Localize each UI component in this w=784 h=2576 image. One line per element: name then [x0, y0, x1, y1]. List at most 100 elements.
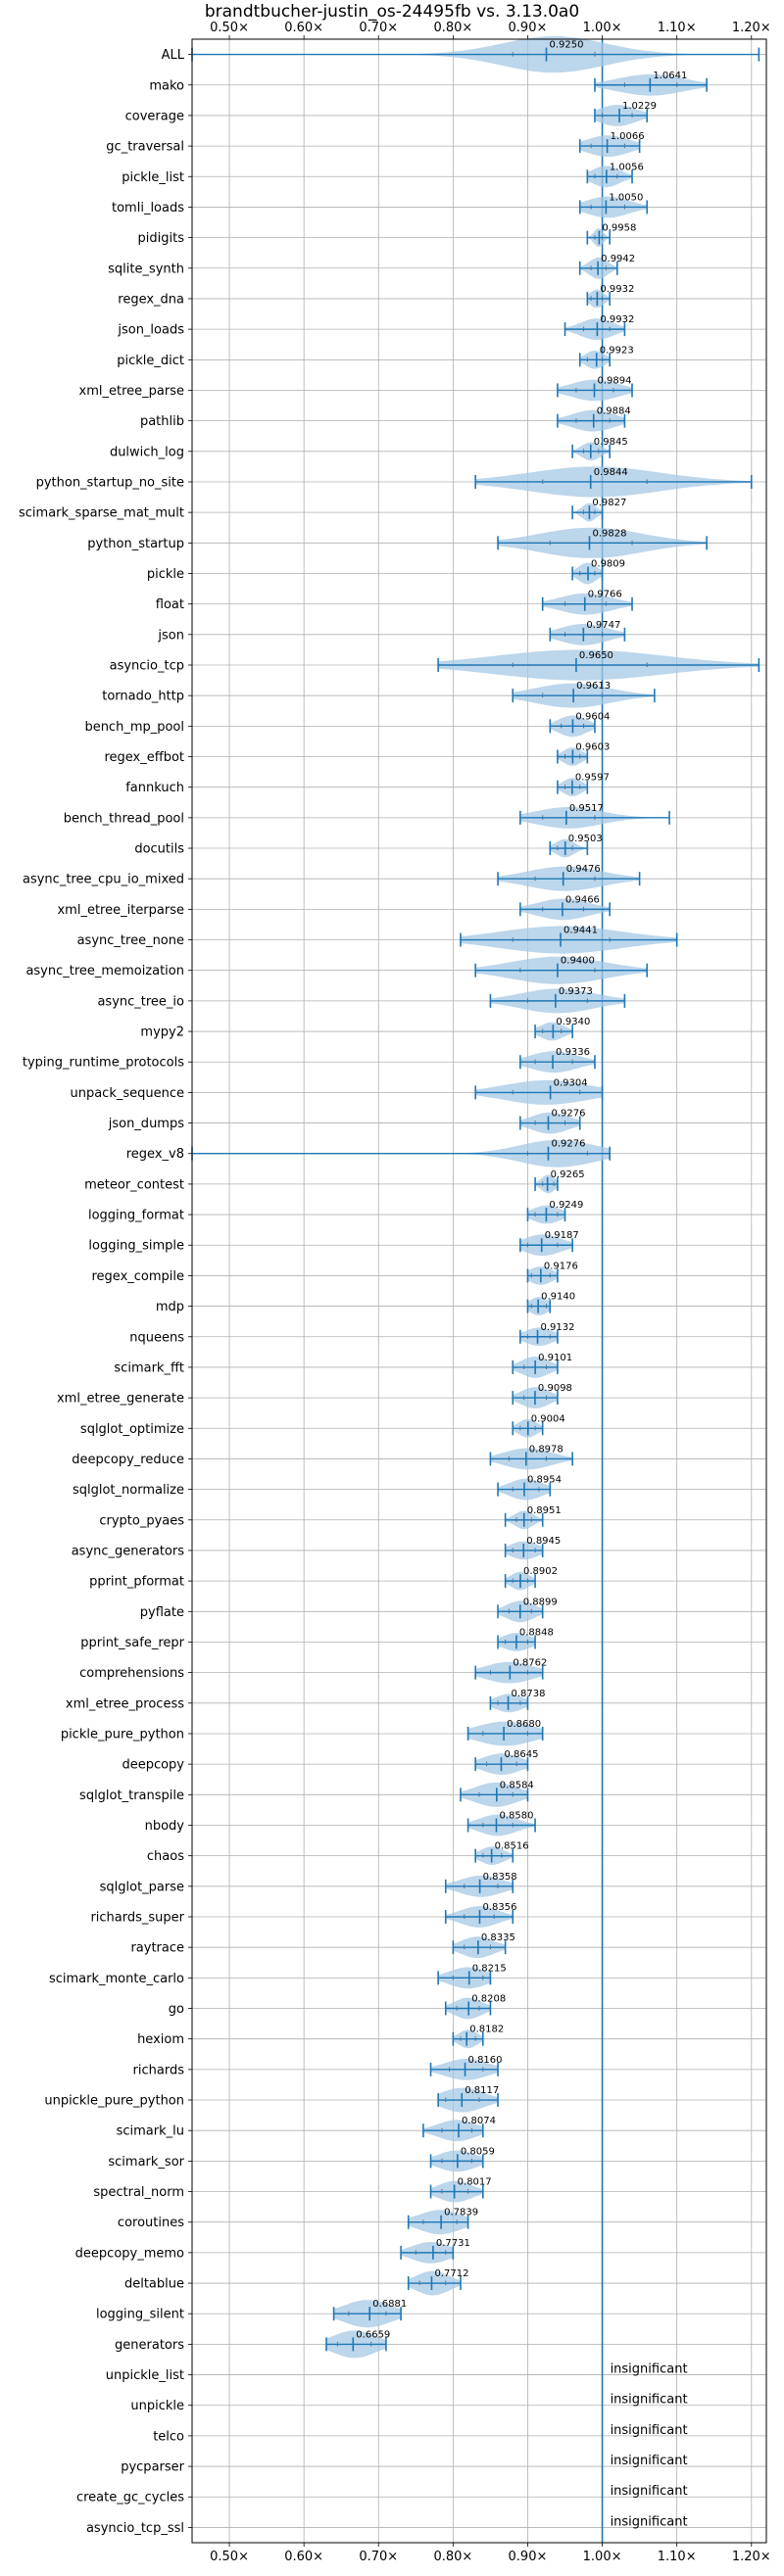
- benchmark-name: unpickle_pure_python: [44, 2094, 184, 2109]
- benchmark-name: deltablue: [124, 2277, 184, 2292]
- violin-value-label: 1.0050: [609, 192, 643, 203]
- benchmark-name: async_tree_cpu_io_mixed: [23, 873, 184, 887]
- benchmark-name: coroutines: [118, 2216, 184, 2230]
- violin-value-label: 0.8358: [483, 1872, 517, 1883]
- benchmark-name: mypy2: [140, 1026, 184, 1040]
- benchmark-name: asyncio_tcp: [110, 659, 184, 674]
- violin-value-label: 0.9884: [597, 406, 631, 417]
- violin-value-label: 0.8182: [469, 2025, 504, 2035]
- violin-value-label: 0.9827: [592, 498, 626, 508]
- benchmark-name: nqueens: [129, 1330, 184, 1345]
- benchmark-name: xml_etree_generate: [57, 1392, 184, 1407]
- benchmark-name: coverage: [125, 109, 184, 123]
- violin-value-label: 0.8074: [462, 2116, 496, 2126]
- violin-value-label: 0.9766: [588, 590, 622, 600]
- x-tick-label-bottom: 0.80×: [433, 2550, 472, 2564]
- x-tick-label-top: 1.10×: [658, 21, 697, 35]
- benchmark-name: async_tree_none: [77, 933, 184, 948]
- violin-value-label: 0.7839: [444, 2208, 478, 2218]
- violin-value-label: 0.7731: [436, 2238, 470, 2249]
- violin-value-label: 0.9932: [600, 284, 634, 295]
- benchmark-name: xml_etree_process: [66, 1696, 184, 1711]
- benchmark-labels: ALL mako coverage gc_traversal pickle_listto…: [19, 40, 688, 2536]
- benchmark-name: deepcopy: [122, 1758, 184, 1773]
- violin-value-label: 0.9466: [565, 894, 600, 905]
- benchmark-name: async_generators: [72, 1544, 185, 1558]
- benchmark-name: nbody: [145, 1819, 185, 1834]
- violin-value-label: 0.9004: [531, 1413, 565, 1424]
- benchmark-name: comprehensions: [79, 1666, 184, 1681]
- benchmark-name: regex_effbot: [104, 750, 184, 765]
- violin-value-label: 0.8356: [482, 1902, 516, 1913]
- benchmark-name: go: [169, 2002, 184, 2017]
- violin-value-label: 0.9304: [554, 1077, 588, 1088]
- violin-value-label: 0.9340: [556, 1017, 590, 1027]
- violins: [191, 36, 760, 2543]
- benchmark-name: sqlglot_transpile: [79, 1789, 184, 1803]
- benchmark-name: telco: [153, 2429, 184, 2444]
- benchmark-name: gc_traversal: [106, 140, 184, 155]
- violin-value-label: 0.9132: [541, 1322, 575, 1333]
- x-tick-label-top: 1.20×: [732, 21, 771, 35]
- benchmark-name: python_startup_no_site: [36, 475, 184, 490]
- x-tick-label-bottom: 1.20×: [732, 2550, 771, 2564]
- benchmark-name: mdp: [156, 1300, 184, 1314]
- violin-value-label: 0.8215: [472, 1963, 507, 1974]
- x-tick-label-top: 0.60×: [284, 21, 323, 35]
- x-tick-label-bottom: 0.70×: [359, 2550, 398, 2564]
- violin-value-label: 0.9809: [591, 558, 625, 569]
- benchmark-name: regex_dna: [118, 292, 184, 307]
- benchmark-name: scimark_sparse_mat_mult: [19, 506, 184, 521]
- benchmark-name: raytrace: [130, 1941, 184, 1956]
- violin-value-label: 0.9476: [566, 864, 601, 875]
- x-axis-ticks: 0.50× 0.50× 0.60× 0.60× 0.70× 0.70× 0.80× 0.80×…: [188, 21, 771, 2564]
- violin-value-label: 0.9265: [551, 1169, 585, 1180]
- violin-value-label: 0.9441: [564, 926, 598, 936]
- benchmark-name: logging_format: [88, 1209, 184, 1223]
- benchmark-name: regex_compile: [91, 1269, 184, 1284]
- violin-value-label: 0.9923: [600, 345, 634, 356]
- benchmark-name: xml_etree_iterparse: [57, 903, 184, 918]
- violin-value-label: 0.8762: [513, 1658, 547, 1669]
- benchmark-name: json: [157, 628, 184, 643]
- benchmark-name: generators: [115, 2338, 184, 2353]
- x-tick-label-bottom: 1.10×: [658, 2550, 697, 2564]
- benchmark-name: scimark_monte_carlo: [49, 1972, 184, 1986]
- benchmark-name: pprint_pformat: [89, 1575, 184, 1590]
- violin-value-label: 0.9845: [594, 437, 628, 448]
- violin-value-label: 0.8899: [523, 1597, 558, 1607]
- violin-value-label: 0.9373: [559, 986, 593, 997]
- benchmark-name: create_gc_cycles: [76, 2491, 184, 2505]
- benchmark-name: fannkuch: [125, 781, 184, 795]
- violin-value-label: 0.8059: [461, 2146, 495, 2157]
- violin-value-label: 0.8738: [512, 1689, 546, 1699]
- benchmark-name: sqlite_synth: [108, 262, 184, 276]
- violin-value-label: 0.9517: [569, 803, 604, 814]
- violin-value-label: 0.9597: [575, 773, 610, 784]
- violin-value-label: 0.9613: [576, 681, 611, 692]
- benchmark-name: async_tree_memoization: [25, 964, 184, 978]
- violin-value-label: 0.9249: [549, 1200, 583, 1211]
- benchmark-name: richards_super: [90, 1911, 184, 1926]
- benchmark-name: sqlglot_parse: [100, 1880, 184, 1894]
- violin-value-label: 0.6659: [356, 2329, 390, 2340]
- benchmark-name: meteor_contest: [84, 1177, 184, 1192]
- plot-frame: [191, 38, 767, 2544]
- benchmark-name: xml_etree_parse: [79, 384, 184, 399]
- benchmark-name: typing_runtime_protocols: [23, 1056, 184, 1071]
- violin-value-label: 1.0066: [611, 131, 645, 142]
- violin-value-label: 0.9604: [575, 711, 610, 722]
- chart-title: brandtbucher-justin_os-24495fb vs. 3.13.…: [205, 2, 579, 22]
- benchmark-name: scimark_lu: [117, 2124, 184, 2139]
- benchmark-name: scimark_fft: [114, 1360, 184, 1375]
- benchmark-name: crypto_pyaes: [99, 1513, 184, 1528]
- x-tick-label-top: 0.90×: [509, 21, 548, 35]
- violin-value-label: 0.8645: [504, 1749, 538, 1760]
- benchmark-name: float: [156, 597, 184, 612]
- violin-value-label: 0.9336: [556, 1047, 590, 1058]
- benchmark-name: asyncio_tcp_ssl: [86, 2521, 184, 2536]
- violin-value-label: 0.8117: [465, 2085, 499, 2096]
- violin-value-label: 0.9276: [551, 1109, 585, 1120]
- violin-value-label: 0.8902: [523, 1566, 558, 1577]
